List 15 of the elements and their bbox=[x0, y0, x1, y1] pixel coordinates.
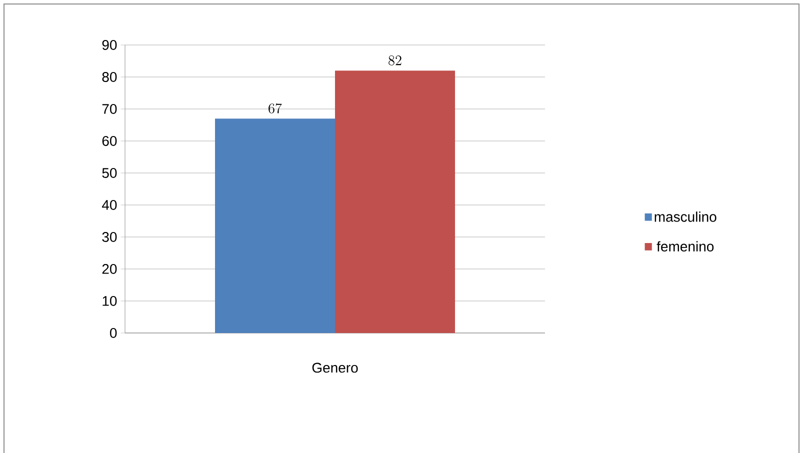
y-tick-label: 60 bbox=[102, 136, 117, 146]
y-tick-label: 20 bbox=[102, 264, 117, 274]
legend-label: femenino bbox=[656, 241, 714, 252]
y-tick-label: 70 bbox=[102, 104, 117, 114]
y-tick-label: 30 bbox=[102, 232, 117, 242]
y-tick-label: 80 bbox=[102, 72, 117, 82]
x-tick-label: Genero bbox=[312, 362, 358, 373]
y-tick-label: 0 bbox=[110, 328, 117, 338]
y-tick-label: 10 bbox=[102, 296, 117, 306]
data-label: 67 bbox=[268, 103, 282, 114]
y-tick-label: 50 bbox=[102, 168, 117, 178]
legend-label: masculino bbox=[654, 212, 716, 222]
y-tick-label: 40 bbox=[102, 200, 117, 210]
y-tick-label: 90 bbox=[102, 40, 117, 50]
data-label: 82 bbox=[388, 56, 402, 66]
